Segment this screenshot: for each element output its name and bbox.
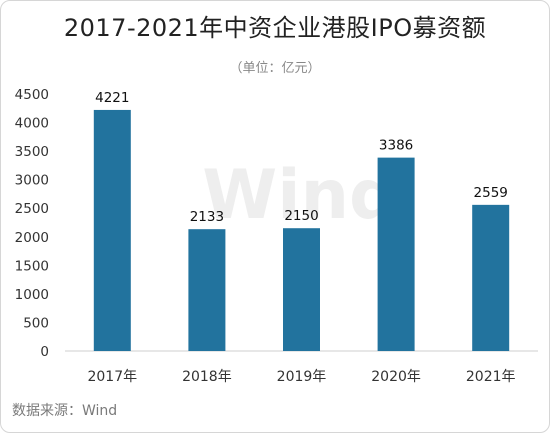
bar-2021年	[472, 204, 510, 351]
value-labels: 4221 2133 2150 3386 2559	[95, 90, 508, 225]
y-tick-label: 2000	[15, 230, 49, 246]
value-label: 4221	[95, 90, 129, 106]
y-tick-label: 3000	[15, 173, 49, 189]
bar-2020年	[377, 157, 415, 351]
y-tick-label: 500	[23, 315, 49, 331]
bar-2018年	[188, 229, 226, 351]
x-tick-label: 2018年	[182, 369, 232, 385]
bar-2019年	[283, 228, 320, 351]
x-axis: 2017年 2018年 2019年 2020年 2021年	[87, 369, 515, 385]
y-tick-label: 2500	[15, 201, 49, 217]
value-label: 2133	[190, 209, 224, 225]
value-label: 3386	[379, 138, 413, 154]
bars	[93, 109, 510, 352]
x-tick-label: 2021年	[466, 369, 516, 385]
y-tick-label: 1500	[15, 258, 49, 274]
x-tick-label: 2019年	[277, 369, 327, 385]
y-tick-label: 4000	[15, 116, 49, 132]
y-tick-label: 3500	[15, 144, 49, 160]
x-tick-label: 2017年	[87, 369, 137, 385]
y-tick-label: 4500	[15, 87, 49, 103]
y-axis: 0 500 1000 1500 2000 2500 3000 3500 4000 4500	[15, 87, 49, 360]
y-tick-label: 0	[40, 344, 49, 360]
bar-2017年	[93, 109, 131, 352]
watermark-logo: Wind	[202, 156, 397, 235]
value-label: 2150	[284, 208, 318, 224]
source-note: 数据来源：Wind	[12, 403, 118, 419]
chart-subtitle: （单位：亿元）	[229, 61, 321, 76]
x-tick-label: 2020年	[371, 369, 421, 385]
chart-title: 2017-2021年中资企业港股IPO募资额	[63, 14, 487, 42]
y-tick-label: 1000	[15, 287, 49, 303]
value-label: 2559	[474, 185, 508, 201]
